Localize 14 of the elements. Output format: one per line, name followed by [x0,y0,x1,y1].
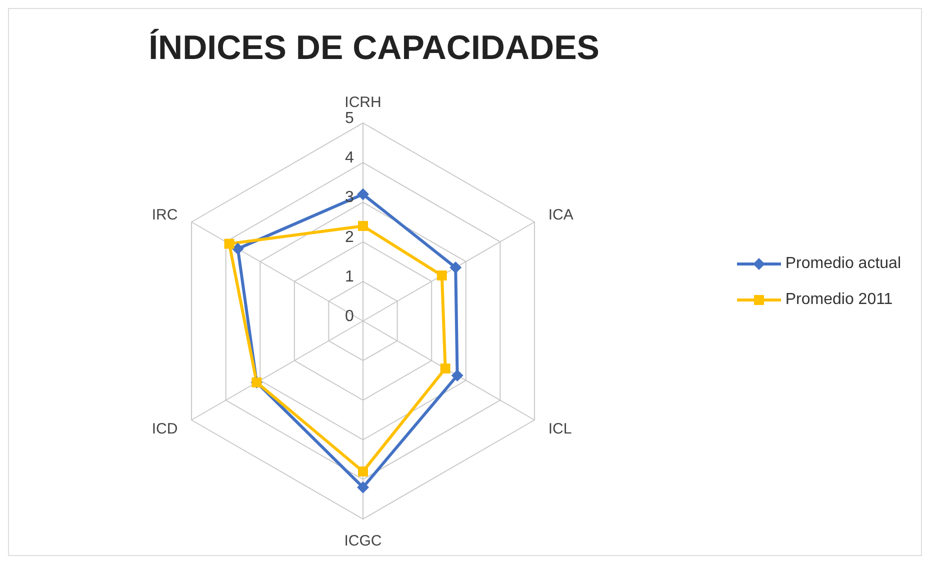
y-tick-label: 5 [345,110,354,127]
spoke-label: ICL [548,420,572,438]
legend-label: Promedio 2011 [785,291,893,309]
spoke-label: ICA [548,206,574,224]
spoke-label: ICRH [344,94,382,111]
spoke-label: ICD [152,420,178,438]
y-tick-label: 4 [345,150,354,167]
spoke-label: IRC [152,206,178,224]
y-tick-label: 2 [345,228,354,246]
y-tick-label: 0 [345,308,354,325]
spoke-label: ICGC [344,532,382,550]
legend-label: Promedio actual [785,255,901,273]
y-tick-label: 1 [345,268,354,286]
chart-title: ÍNDICES DE CAPACIDADES [148,29,600,68]
